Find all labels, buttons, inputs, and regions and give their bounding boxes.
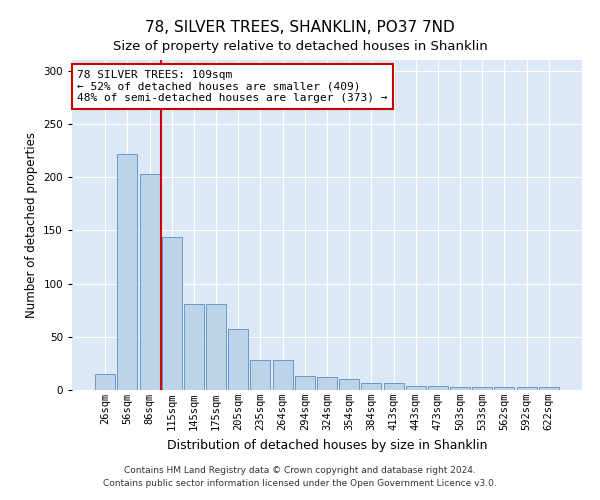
Bar bbox=[184, 304, 204, 390]
Bar bbox=[450, 387, 470, 390]
Bar bbox=[428, 386, 448, 390]
Bar bbox=[406, 386, 426, 390]
Bar bbox=[295, 376, 315, 390]
Bar bbox=[383, 382, 404, 390]
Bar bbox=[517, 387, 536, 390]
X-axis label: Distribution of detached houses by size in Shanklin: Distribution of detached houses by size … bbox=[167, 438, 487, 452]
Text: Contains HM Land Registry data © Crown copyright and database right 2024.
Contai: Contains HM Land Registry data © Crown c… bbox=[103, 466, 497, 487]
Bar bbox=[228, 330, 248, 390]
Bar bbox=[339, 380, 359, 390]
Bar bbox=[206, 304, 226, 390]
Bar bbox=[162, 236, 182, 390]
Bar bbox=[494, 387, 514, 390]
Bar bbox=[250, 360, 271, 390]
Bar bbox=[95, 374, 115, 390]
Text: Size of property relative to detached houses in Shanklin: Size of property relative to detached ho… bbox=[113, 40, 487, 53]
Y-axis label: Number of detached properties: Number of detached properties bbox=[25, 132, 38, 318]
Bar bbox=[539, 387, 559, 390]
Bar bbox=[140, 174, 160, 390]
Bar bbox=[272, 360, 293, 390]
Bar bbox=[317, 377, 337, 390]
Bar bbox=[361, 382, 382, 390]
Bar bbox=[118, 154, 137, 390]
Text: 78, SILVER TREES, SHANKLIN, PO37 7ND: 78, SILVER TREES, SHANKLIN, PO37 7ND bbox=[145, 20, 455, 35]
Bar bbox=[472, 387, 492, 390]
Text: 78 SILVER TREES: 109sqm
← 52% of detached houses are smaller (409)
48% of semi-d: 78 SILVER TREES: 109sqm ← 52% of detache… bbox=[77, 70, 388, 103]
